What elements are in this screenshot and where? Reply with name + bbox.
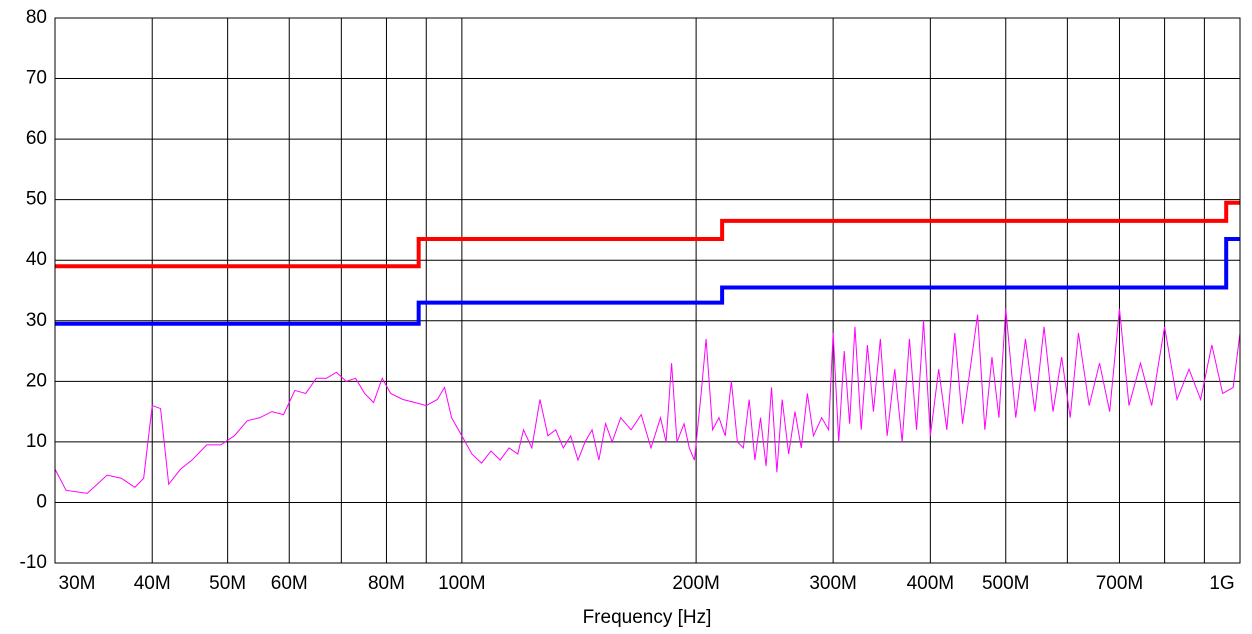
y-tick-label: 30 bbox=[26, 310, 47, 331]
y-tick-label: 50 bbox=[26, 189, 47, 210]
series-line bbox=[55, 237, 1240, 326]
x-tick-label: 60M bbox=[271, 573, 308, 594]
x-tick-label: 100M bbox=[438, 573, 486, 594]
x-tick-label: 1G bbox=[1209, 573, 1234, 594]
y-tick-label: 10 bbox=[26, 431, 47, 452]
y-tick-label: 80 bbox=[26, 7, 47, 28]
x-tick-label: 50M bbox=[209, 573, 246, 594]
x-tick-label: 200M bbox=[672, 573, 720, 594]
x-tick-label: 40M bbox=[134, 573, 171, 594]
x-tick-label: 80M bbox=[368, 573, 405, 594]
y-tick-label: -10 bbox=[20, 552, 47, 573]
x-tick-label: 700M bbox=[1096, 573, 1144, 594]
x-axis-title: Frequency [Hz] bbox=[583, 607, 712, 628]
x-tick-label: 500M bbox=[982, 573, 1030, 594]
y-tick-label: 0 bbox=[36, 491, 47, 512]
y-tick-label: 40 bbox=[26, 249, 47, 270]
x-tick-label: 300M bbox=[809, 573, 857, 594]
y-tick-label: 20 bbox=[26, 370, 47, 391]
y-tick-label: 60 bbox=[26, 128, 47, 149]
series-line bbox=[55, 308, 1240, 494]
y-tick-label: 70 bbox=[26, 68, 47, 89]
plot-border bbox=[54, 17, 1241, 564]
series-line bbox=[55, 200, 1240, 269]
x-tick-label: 400M bbox=[907, 573, 955, 594]
x-tick-label: 30M bbox=[59, 573, 96, 594]
